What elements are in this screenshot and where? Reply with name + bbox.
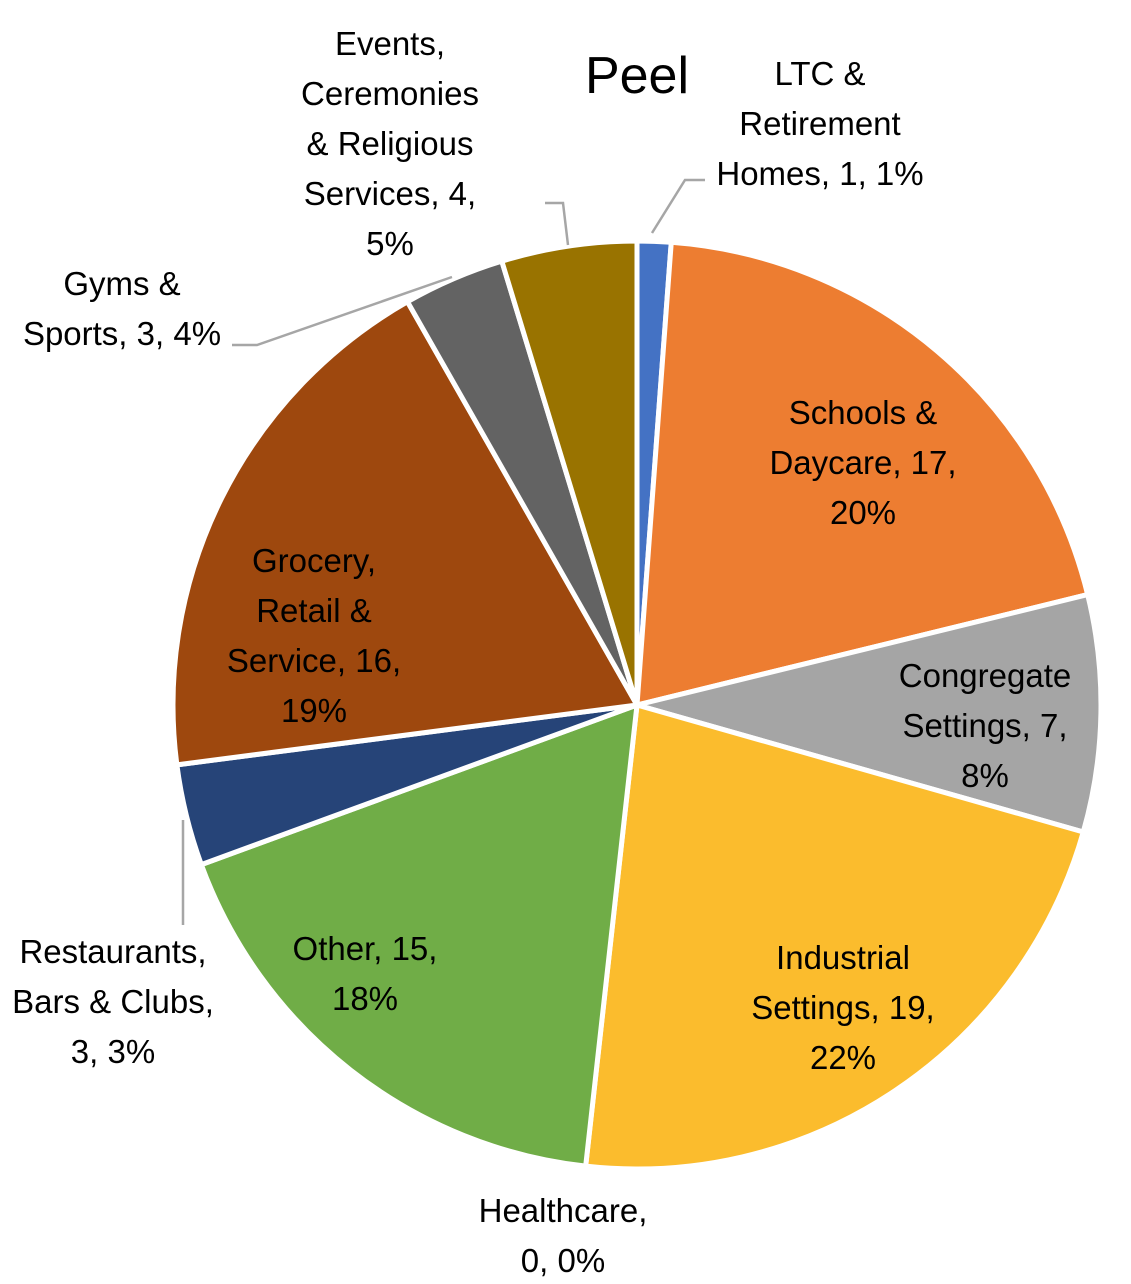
data-label-line: Healthcare, bbox=[479, 1192, 648, 1229]
data-label-line: Settings, 7, bbox=[902, 707, 1067, 744]
data-label-industrial-settings: Industrial Settings, 19, 22% bbox=[751, 939, 934, 1076]
data-label-line: 5% bbox=[366, 225, 414, 262]
data-label-line: LTC & bbox=[774, 55, 865, 92]
data-label-line: 8% bbox=[961, 757, 1009, 794]
data-label-grocery-retail-and-service: Grocery, Retail & Service, 16, 19% bbox=[227, 542, 401, 729]
pie-slices bbox=[170, 238, 1104, 1172]
data-label-line: Daycare, 17, bbox=[769, 444, 956, 481]
data-label-line: 20% bbox=[830, 494, 896, 531]
data-label-line: Services, 4, bbox=[304, 175, 476, 212]
slice-grocery-retail-and-service bbox=[170, 299, 640, 768]
data-label-line: Retirement bbox=[739, 105, 900, 142]
data-label-line: Events, bbox=[335, 25, 445, 62]
leader-line-events-ceremonies-and-religious-services bbox=[545, 201, 570, 246]
data-label-line: 3, 3% bbox=[71, 1033, 155, 1070]
data-label-line: Bars & Clubs, bbox=[12, 983, 214, 1020]
data-label-line: 18% bbox=[332, 980, 398, 1017]
data-label-healthcare: Healthcare, 0, 0% bbox=[479, 1192, 648, 1279]
slice-events-ceremonies-and-religious-services bbox=[499, 238, 640, 708]
slice-congregate-settings bbox=[634, 592, 1104, 835]
slice-other bbox=[198, 702, 640, 1169]
data-label-line: Gyms & bbox=[63, 265, 180, 302]
data-label-gyms-and-sports: Gyms & Sports, 3, 4% bbox=[23, 265, 221, 352]
data-label-line: Other, 15, bbox=[293, 930, 438, 967]
data-label-line: & Religious bbox=[307, 125, 474, 162]
data-label-schools-and-daycare: Schools & Daycare, 17, 20% bbox=[769, 394, 956, 531]
data-label-restaurants-bars-and-clubs: Restaurants, Bars & Clubs, 3, 3% bbox=[12, 933, 214, 1070]
slice-industrial-settings bbox=[583, 702, 1086, 1172]
data-label-events-ceremonies-and-religious-services: Events, Ceremonies & Religious Services, 4,… bbox=[301, 25, 479, 262]
slice-schools-and-daycare bbox=[634, 239, 1091, 708]
chart-title: Peel bbox=[585, 47, 689, 105]
data-label-line: Sports, 3, 4% bbox=[23, 315, 221, 352]
data-label-congregate-settings: Congregate Settings, 7, 8% bbox=[899, 657, 1071, 794]
data-label-line: Ceremonies bbox=[301, 75, 479, 112]
data-label-line: Homes, 1, 1% bbox=[716, 155, 923, 192]
leader-line-ltc-and-retirement-homes bbox=[650, 178, 705, 234]
data-label-line: Restaurants, bbox=[19, 933, 206, 970]
data-label-line: Settings, 19, bbox=[751, 989, 934, 1026]
data-label-line: Industrial bbox=[776, 939, 910, 976]
data-label-other: Other, 15, 18% bbox=[293, 930, 438, 1017]
data-label-line: Grocery, bbox=[252, 542, 376, 579]
data-label-ltc-and-retirement-homes: LTC & Retirement Homes, 1, 1% bbox=[716, 55, 923, 192]
leader-line-gyms-and-sports bbox=[232, 275, 453, 347]
leader-lines bbox=[181, 178, 705, 925]
data-label-line: 0, 0% bbox=[521, 1242, 605, 1279]
data-label-line: Service, 16, bbox=[227, 642, 401, 679]
data-label-line: 19% bbox=[281, 692, 347, 729]
data-labels: LTC & Retirement Homes, 1, 1% Schools & Dayc… bbox=[12, 25, 1071, 1279]
data-label-line: Schools & bbox=[789, 394, 938, 431]
data-label-line: 22% bbox=[810, 1039, 876, 1076]
data-label-line: Retail & bbox=[256, 592, 372, 629]
data-label-line: Congregate bbox=[899, 657, 1071, 694]
